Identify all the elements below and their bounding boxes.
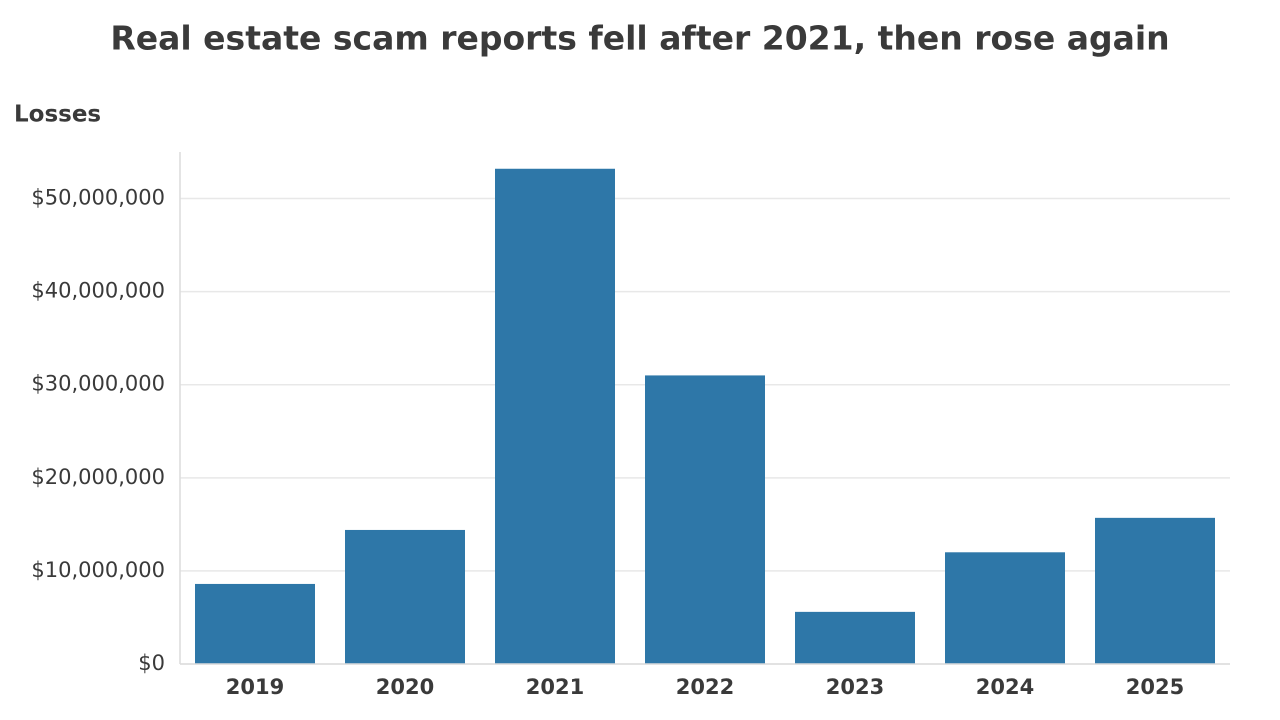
y-tick-label: $30,000,000 [31, 372, 165, 396]
x-tick-label: 2020 [376, 675, 434, 699]
y-tick-label: $0 [138, 651, 165, 675]
y-tick-label: $40,000,000 [31, 279, 165, 303]
bar [645, 375, 765, 664]
chart-title: Real estate scam reports fell after 2021… [110, 19, 1169, 58]
bar [795, 611, 915, 664]
bar [945, 552, 1065, 664]
x-tick-label: 2023 [826, 675, 884, 699]
x-tick-label: 2024 [976, 675, 1034, 699]
y-tick-label: $10,000,000 [31, 558, 165, 582]
x-tick-label: 2022 [676, 675, 734, 699]
y-tick-label: $20,000,000 [31, 465, 165, 489]
y-axis-label: Losses [14, 102, 101, 128]
x-tick-label: 2019 [226, 675, 284, 699]
bar [345, 529, 465, 664]
bar [1095, 517, 1215, 664]
bar [195, 583, 315, 664]
bar [495, 168, 615, 665]
y-tick-label: $50,000,000 [31, 186, 165, 210]
x-tick-label: 2021 [526, 675, 584, 699]
x-tick-label: 2025 [1126, 675, 1184, 699]
